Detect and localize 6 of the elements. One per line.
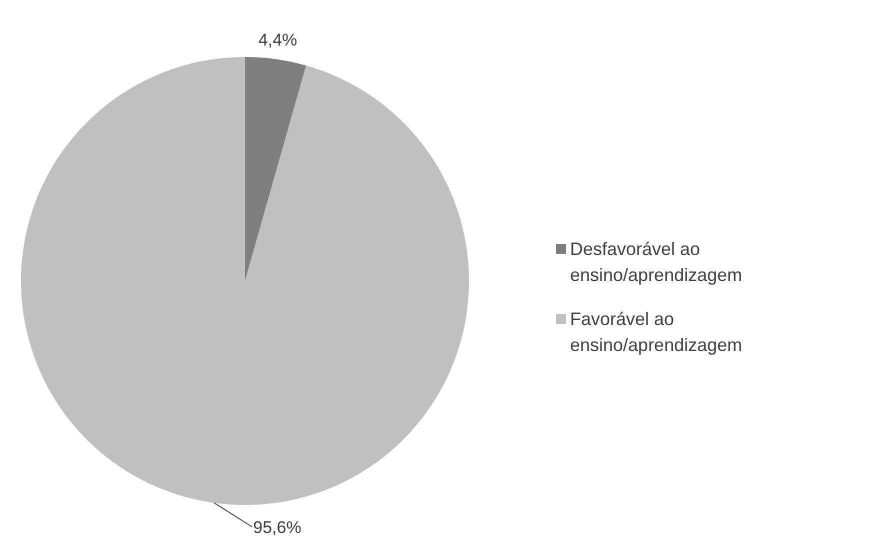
data-label: 95,6%: [253, 518, 302, 537]
pie-slice: [21, 57, 469, 505]
legend-label: Favorável ao ensino/aprendizagem: [570, 309, 742, 355]
pie-slice: [245, 57, 306, 281]
data-label: 4,4%: [258, 30, 298, 50]
legend-label: Desfavorável ao ensino/aprendizagem: [570, 239, 742, 285]
